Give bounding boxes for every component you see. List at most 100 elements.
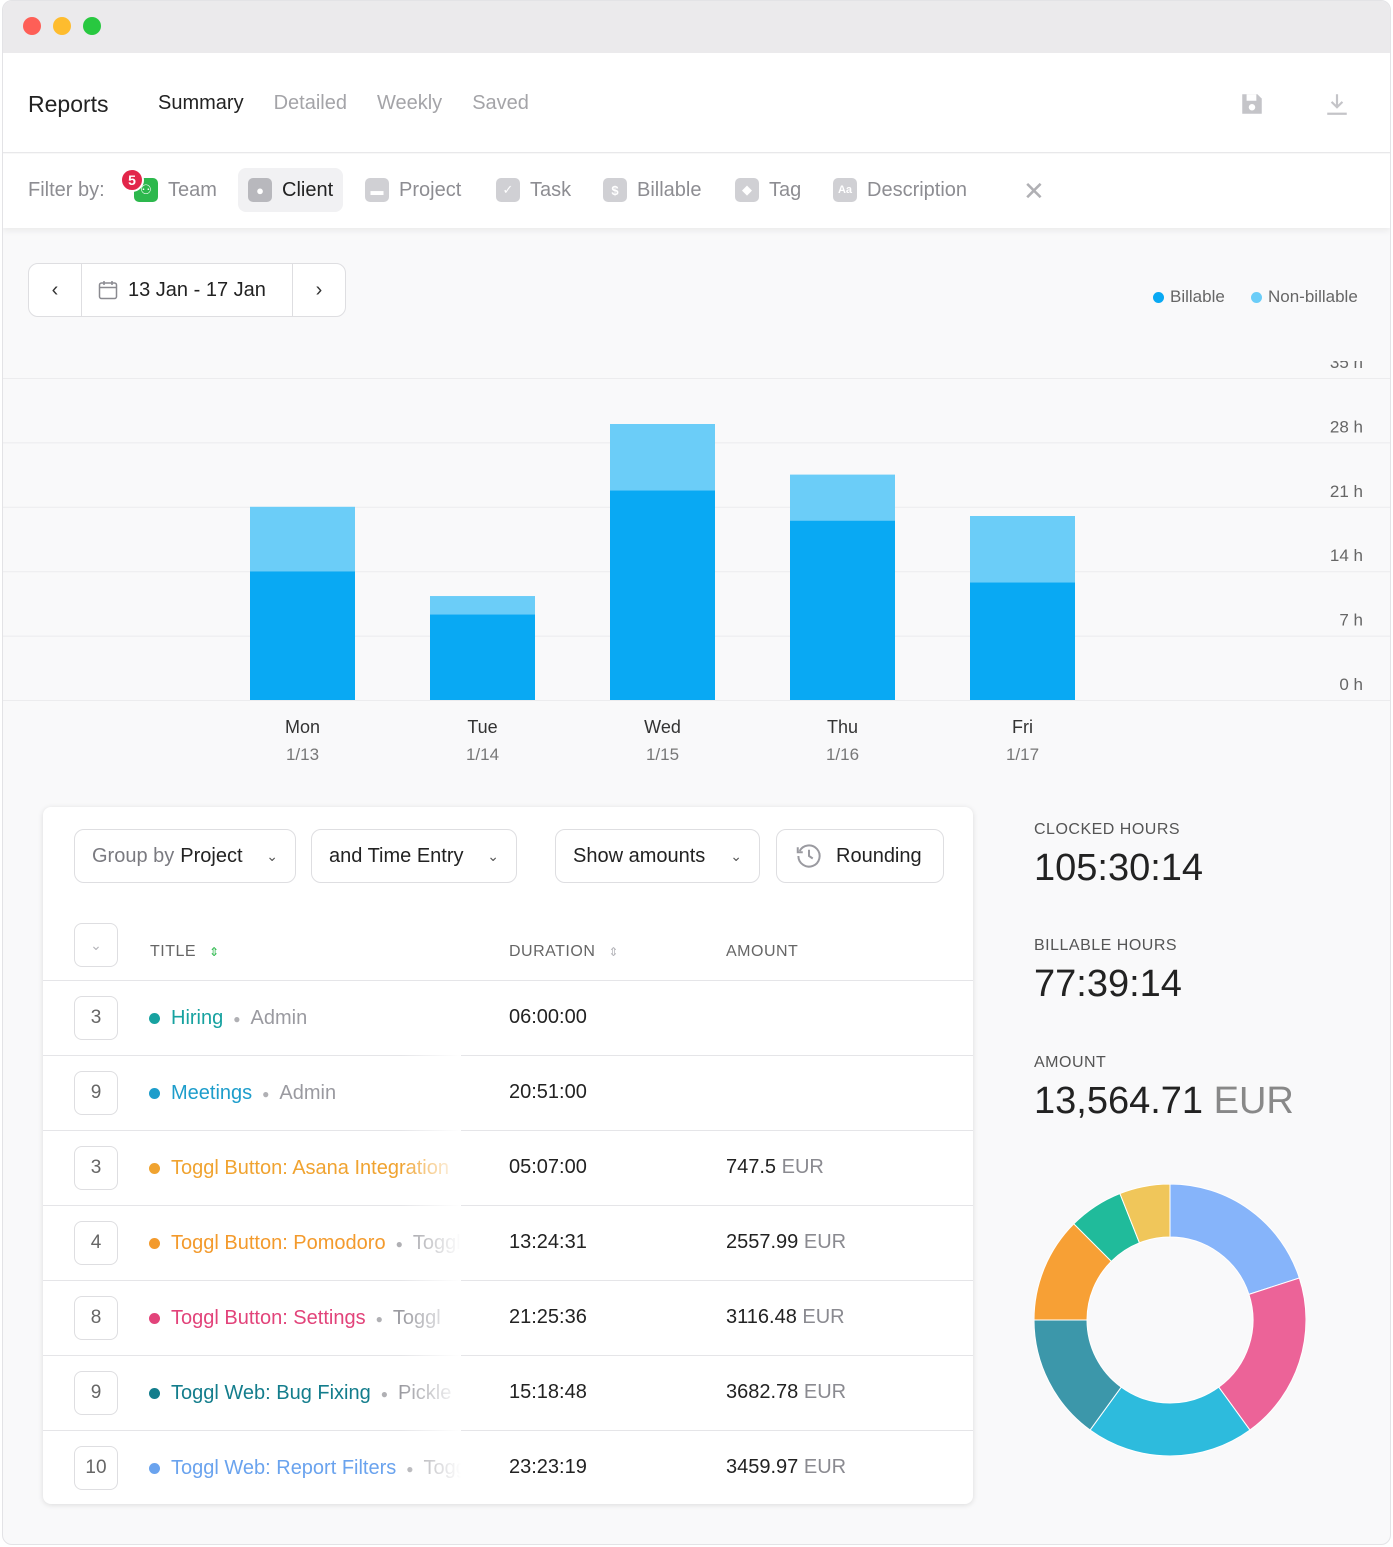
separator-dot: ● <box>395 1236 403 1251</box>
bar-non-billable-mon[interactable] <box>250 506 355 572</box>
donut-segment-6[interactable] <box>1119 1184 1171 1244</box>
y-tick-label: 28 h <box>1330 417 1363 436</box>
calendar-icon <box>98 281 118 300</box>
amount-currency: EUR <box>803 1381 847 1403</box>
maximize-window-button[interactable] <box>83 17 101 35</box>
project-color-dot <box>149 1388 160 1399</box>
project-title-cell: Toggl Button: Asana Integration <box>149 1131 461 1206</box>
bar-billable-tue[interactable] <box>430 614 535 700</box>
filter-task[interactable]: ✓ Task <box>486 168 581 212</box>
tab-summary[interactable]: Summary <box>158 92 244 114</box>
entry-count[interactable]: 3 <box>74 1146 118 1190</box>
text-fade-overlay <box>401 981 461 1056</box>
hours-bar-chart: 0 h 7 h 14 h 21 h 28 h 35 h Mon 1/13 Tue 1/14 Wed 1… <box>3 361 1390 764</box>
bar-billable-wed[interactable] <box>610 490 715 700</box>
filter-billable[interactable]: $ Billable <box>593 168 711 212</box>
title-column-header[interactable]: TITLE ⇕ <box>150 943 220 961</box>
duration-cell: 21:25:36 <box>509 1306 587 1328</box>
bar-non-billable-tue[interactable] <box>430 596 535 615</box>
entry-count[interactable]: 9 <box>74 1071 118 1115</box>
amount-currency: EUR <box>803 1231 847 1253</box>
save-icon[interactable] <box>1239 91 1265 117</box>
amount-number: 3116.48 <box>726 1306 803 1328</box>
client-name: Admin <box>279 1082 337 1104</box>
x-tick-date: 1/15 <box>646 745 679 764</box>
project-title-cell: Hiring ● Admin <box>149 981 461 1056</box>
filter-billable-label: Billable <box>637 178 702 201</box>
table-row[interactable]: 8 Toggl Button: Settings●Toggl 21:25:36 311… <box>43 1281 973 1356</box>
group-by-dropdown[interactable]: Group by Project ⌄ <box>74 829 296 883</box>
bar-non-billable-fri[interactable] <box>970 516 1075 583</box>
project-name[interactable]: Toggl Button: Settings <box>171 1307 366 1329</box>
date-range-button[interactable]: 13 Jan - 17 Jan <box>81 264 293 316</box>
non-billable-legend-dot <box>1251 291 1262 303</box>
amount-currency: EUR <box>803 1456 847 1478</box>
sub-group-dropdown[interactable]: and Time Entry ⌄ <box>311 829 517 883</box>
filter-tag-label: Tag <box>769 178 802 201</box>
x-tick-date: 1/17 <box>1006 745 1039 764</box>
next-period-button[interactable]: › <box>315 278 323 301</box>
bar-non-billable-wed[interactable] <box>610 424 715 491</box>
tab-saved[interactable]: Saved <box>472 92 529 114</box>
filter-tag[interactable]: ◆ Tag <box>725 168 811 212</box>
clear-filters-icon[interactable]: ✕ <box>1023 176 1045 206</box>
project-name[interactable]: Toggl Button: Asana Integration <box>171 1157 449 1179</box>
project-name[interactable]: Toggl Web: Report Filters <box>171 1457 397 1479</box>
duration-cell: 23:23:19 <box>509 1456 587 1478</box>
filter-task-label: Task <box>530 178 572 201</box>
amount-number: 3459.97 <box>726 1456 804 1478</box>
tab-detailed[interactable]: Detailed <box>273 92 347 114</box>
amount-currency: EUR <box>802 1306 845 1328</box>
duration-header-label: DURATION <box>509 943 596 960</box>
tab-weekly[interactable]: Weekly <box>376 92 443 114</box>
download-icon[interactable] <box>1324 91 1350 117</box>
project-name[interactable]: Toggl Button: Pomodoro <box>171 1232 386 1254</box>
bar-non-billable-thu[interactable] <box>790 474 895 521</box>
report-tabs: Summary Detailed Weekly Saved <box>158 92 529 115</box>
date-range-picker: ‹ 13 Jan - 17 Jan › <box>28 263 346 317</box>
project-title-cell: Toggl Button: Settings●Toggl <box>149 1281 461 1356</box>
filter-team[interactable]: ⚇ 5 Team <box>120 168 227 212</box>
close-window-button[interactable] <box>23 17 41 35</box>
duration-cell: 15:18:48 <box>509 1381 587 1403</box>
entry-count[interactable]: 3 <box>74 996 118 1040</box>
minimize-window-button[interactable] <box>53 17 71 35</box>
show-amounts-dropdown[interactable]: Show amounts ⌄ <box>555 829 760 883</box>
project-name[interactable]: Meetings <box>171 1082 253 1104</box>
table-row[interactable]: 3 Hiring ● Admin 06:00:00 <box>43 981 973 1056</box>
table-row[interactable]: 10 Toggl Web: Report Filters●Toggl 23:23:1… <box>43 1431 973 1504</box>
project-title-cell: Toggl Web: Report Filters●Toggl <box>149 1431 461 1504</box>
expand-all-toggle[interactable]: ⌄ <box>74 923 118 967</box>
bar-billable-mon[interactable] <box>250 571 355 700</box>
clocked-hours-stat: CLOCKED HOURS 105:30:14 <box>1034 821 1203 890</box>
bar-billable-thu[interactable] <box>790 520 895 700</box>
table-row[interactable]: 9 Meetings ● Admin 20:51:00 <box>43 1056 973 1131</box>
show-amounts-value: Show amounts <box>573 844 706 867</box>
project-icon: ▬ <box>365 178 389 202</box>
entry-count[interactable]: 9 <box>74 1371 118 1415</box>
x-tick-day: Fri <box>1012 717 1033 737</box>
entry-count[interactable]: 4 <box>74 1221 118 1265</box>
filter-project[interactable]: ▬ Project <box>355 168 471 212</box>
entry-count[interactable]: 8 <box>74 1296 118 1340</box>
clocked-hours-label: CLOCKED HOURS <box>1034 821 1181 838</box>
client-icon: ● <box>248 178 272 202</box>
previous-period-button[interactable]: ‹ <box>51 278 59 301</box>
entry-count[interactable]: 10 <box>74 1446 118 1490</box>
table-header: ⌄ TITLE ⇕ DURATION ⇕ AMOUNT <box>43 919 973 981</box>
duration-column-header[interactable]: DURATION ⇕ <box>509 943 619 961</box>
clocked-hours-value: 105:30:14 <box>1034 847 1204 889</box>
y-tick-label: 14 h <box>1330 546 1363 565</box>
amount-cell: 3682.78 EUR <box>726 1381 846 1404</box>
project-name[interactable]: Hiring <box>171 1007 224 1029</box>
table-row[interactable]: 3 Toggl Button: Asana Integration 05:07:00… <box>43 1131 973 1206</box>
donut-segment-0[interactable] <box>1169 1184 1300 1295</box>
x-tick-date: 1/14 <box>466 745 499 764</box>
bar-billable-fri[interactable] <box>970 582 1075 700</box>
rounding-button[interactable]: Rounding <box>776 829 944 883</box>
filter-client[interactable]: ● Client <box>238 168 344 212</box>
project-name[interactable]: Toggl Web: Bug Fixing <box>171 1382 371 1404</box>
filter-description[interactable]: Aa Description <box>823 168 977 212</box>
